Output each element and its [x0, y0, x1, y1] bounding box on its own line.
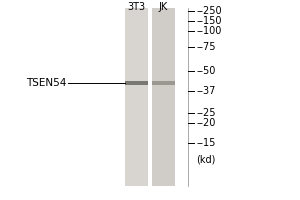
- Text: (kd): (kd): [196, 155, 216, 165]
- Text: --20: --20: [196, 118, 216, 128]
- Text: --100: --100: [196, 26, 222, 36]
- Text: --25: --25: [196, 108, 216, 118]
- Text: JK: JK: [159, 2, 168, 12]
- Bar: [152, 8, 175, 186]
- Text: --15: --15: [196, 138, 216, 148]
- Text: --50: --50: [196, 66, 216, 76]
- Text: --37: --37: [196, 86, 216, 96]
- Text: --250: --250: [196, 6, 222, 16]
- Bar: [125, 8, 148, 186]
- Text: TSEN54: TSEN54: [26, 78, 66, 88]
- Text: --150: --150: [196, 16, 222, 26]
- Bar: [152, 81, 175, 85]
- Text: 3T3: 3T3: [128, 2, 146, 12]
- Text: --75: --75: [196, 42, 216, 52]
- Bar: [125, 81, 148, 85]
